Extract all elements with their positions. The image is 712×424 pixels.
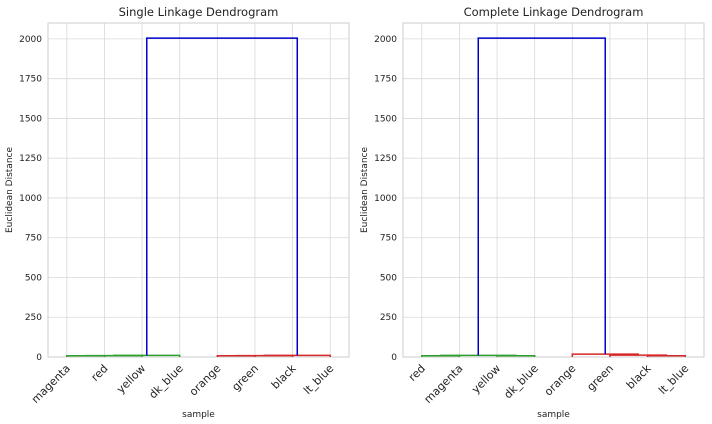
x-tick-label: green [229,362,261,394]
y-tick-label: 250 [25,313,42,323]
x-tick-label: red [89,362,111,384]
y-tick-label: 250 [380,313,397,323]
y-tick-label: 1000 [19,194,42,204]
y-tick-label: 1000 [374,194,397,204]
chart-title: Single Linkage Dendrogram [119,5,279,19]
x-tick-label: orange [187,362,224,399]
y-tick-label: 750 [25,234,42,244]
y-tick-label: 1750 [19,75,42,85]
dendrogram-link [146,37,299,356]
y-tick-label: 1750 [374,75,397,85]
y-tick-label: 750 [380,234,397,244]
x-tick-label: yellow [114,362,148,396]
y-tick-label: 1250 [19,154,42,164]
x-axis-label: sample [182,410,215,420]
y-tick-label: 2000 [374,35,397,45]
plot-border [47,22,350,358]
plot-area [403,23,704,357]
x-tick-label: black [269,361,299,391]
single-linkage-panel: 0 250 500 750 1000 1250 1500 1750 2000 magenta red… [5,5,350,420]
x-tick-label: orange [542,362,579,399]
y-axis-label: Euclidean Distance [360,147,370,233]
x-tick-label: dk_blue [501,362,541,402]
x-tick-label: lt_blue [301,362,336,397]
dendrogram-link [113,354,181,357]
plot-border [402,22,705,358]
y-tick-label: 500 [25,273,42,283]
x-tick-label: green [584,362,616,394]
x-tick-label: lt_blue [656,362,691,397]
x-tick-label: dk_blue [146,362,186,402]
x-tick-label: magenta [422,362,466,406]
complete-linkage-panel: 0 250 500 750 1000 1250 1500 1750 2000 redmagenta… [360,5,705,420]
y-tick-label: 0 [36,353,42,363]
y-tick-label: 1500 [19,114,42,124]
y-axis-label: Euclidean Distance [5,147,15,233]
plot-area [48,23,349,357]
dendrogram-link [263,354,331,357]
y-tick-label: 2000 [19,35,42,45]
x-tick-label: black [624,361,654,391]
x-axis-label: sample [537,410,570,420]
dendrogram-link [477,37,606,356]
dendrogram-link [646,354,686,357]
dendrogram-link [496,354,536,357]
y-tick-label: 0 [391,353,397,363]
x-tick-label: magenta [29,362,73,406]
x-tick-label: yellow [469,362,503,396]
y-tick-label: 1250 [374,154,397,164]
chart-title: Complete Linkage Dendrogram [464,5,644,19]
y-tick-label: 1500 [374,114,397,124]
x-tick-label: red [406,362,428,384]
y-tick-label: 500 [380,273,397,283]
